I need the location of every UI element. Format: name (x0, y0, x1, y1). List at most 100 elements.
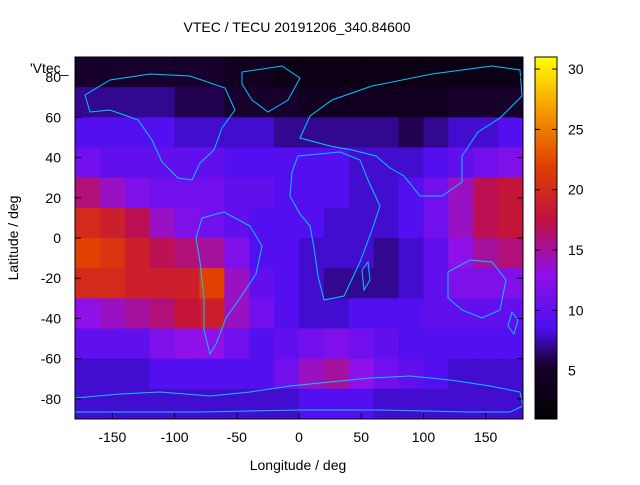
heatmap-cell (348, 268, 375, 299)
heatmap-cell (249, 268, 275, 299)
heatmap-cell (348, 358, 375, 390)
heatmap-cell (199, 328, 225, 360)
heatmap-cell (398, 147, 425, 179)
heatmap-cell (99, 207, 126, 239)
heatmap-cell (398, 238, 425, 269)
heatmap-cell (75, 87, 101, 118)
heatmap-cell (473, 358, 499, 390)
heatmap-cell (174, 117, 201, 149)
coastline-greenland (241, 65, 301, 113)
heatmap-cell (323, 298, 350, 330)
heatmap-cell (274, 117, 300, 149)
heatmap-cell (75, 388, 101, 419)
heatmap-cell (75, 57, 101, 88)
heatmap-cell (99, 177, 126, 209)
heatmap-cell (274, 268, 300, 299)
coastline-antarctica (75, 375, 523, 413)
heatmap-cell (174, 177, 201, 209)
heatmap-cell (174, 57, 201, 88)
colorbar-tick-label: 5 (568, 363, 576, 379)
heatmap-cell (299, 177, 325, 209)
heatmap-cell (498, 177, 523, 209)
heatmap-cell (498, 238, 523, 269)
heatmap-cell (149, 298, 176, 330)
heatmap-cell (323, 388, 350, 419)
heatmap-cell (448, 117, 474, 149)
heatmap-cell (75, 268, 101, 299)
heatmap-cell (323, 238, 350, 269)
heatmap-cell (149, 177, 176, 209)
heatmap-cell (99, 87, 126, 118)
heatmap-cell (498, 87, 523, 118)
x-tick-label: -100 (161, 429, 189, 445)
heatmap-cell (473, 238, 499, 269)
heatmap-cell (448, 87, 474, 118)
heatmap-cell (149, 57, 176, 88)
heatmap-cell (249, 238, 275, 269)
heatmap-cell (323, 177, 350, 209)
heatmap-cell (199, 177, 225, 209)
heatmap-cell (423, 238, 449, 269)
heatmap-cell (448, 147, 474, 179)
heatmap-cell (274, 87, 300, 118)
heatmap-cell (174, 238, 201, 269)
heatmap-cell (199, 117, 225, 149)
coastline-australia (447, 259, 507, 319)
chart-title: VTEC / TECU 20191206_340.84600 (183, 19, 410, 35)
y-axis-ticks: -80 -60 -40 -20 0 20 40 60 80 (41, 69, 523, 407)
heatmap-cell (498, 358, 523, 390)
heatmap-cell (99, 328, 126, 360)
heatmap-cell (224, 177, 250, 209)
heatmap-cell (274, 328, 300, 360)
heatmap-cell (199, 147, 225, 179)
heatmap-cell (75, 298, 101, 330)
heatmap-cell (75, 207, 101, 239)
heatmap-cell (299, 238, 325, 269)
heatmap-cell (348, 117, 375, 149)
x-axis-label: Longitude / deg (250, 457, 347, 473)
heatmap-cell (498, 328, 523, 360)
heatmap-cell (224, 147, 250, 179)
x-tick-label: 100 (412, 429, 436, 445)
heatmap-cell (423, 268, 449, 299)
heatmap-cell (75, 238, 101, 269)
heatmap-cell (373, 147, 400, 179)
heatmap-cell (249, 147, 275, 179)
colorbar-tick-label: 10 (568, 302, 584, 318)
y-axis-label: Latitude / deg (5, 196, 21, 281)
y-tick-label: 60 (45, 109, 61, 125)
heatmap-cell (498, 298, 523, 330)
heatmap-cell (124, 177, 151, 209)
heatmap-cell (174, 268, 201, 299)
heatmap-cell (249, 177, 275, 209)
heatmap-cell (323, 117, 350, 149)
heatmap-cell (423, 87, 449, 118)
heatmap-cell (398, 87, 425, 118)
heatmap-cell (249, 358, 275, 390)
heatmap-cell (398, 177, 425, 209)
heatmap-cell (274, 57, 300, 88)
heatmap-cell (249, 298, 275, 330)
heatmap-cell (398, 207, 425, 239)
y-tick-label: 0 (53, 230, 61, 246)
heatmap-cell (398, 57, 425, 88)
heatmap-cell (398, 298, 425, 330)
colorbar-tick-label: 15 (568, 242, 584, 258)
heatmap-cell (224, 328, 250, 360)
heatmap-cell (473, 328, 499, 360)
heatmap-cell (373, 177, 400, 209)
y-tick-label: -60 (41, 351, 61, 367)
heatmap-cell (473, 87, 499, 118)
coastline-africa (289, 151, 381, 301)
heatmap-cell (75, 117, 101, 149)
heatmap-cell (199, 57, 225, 88)
heatmap-cell (99, 298, 126, 330)
heatmap-cell (124, 358, 151, 390)
heatmap-cell (373, 388, 400, 419)
heatmap-cell (448, 328, 474, 360)
heatmap-cell (174, 87, 201, 118)
heatmap-cell (398, 328, 425, 360)
heatmap-cell (423, 147, 449, 179)
heatmap-cell (423, 358, 449, 390)
heatmap-cell (398, 117, 425, 149)
